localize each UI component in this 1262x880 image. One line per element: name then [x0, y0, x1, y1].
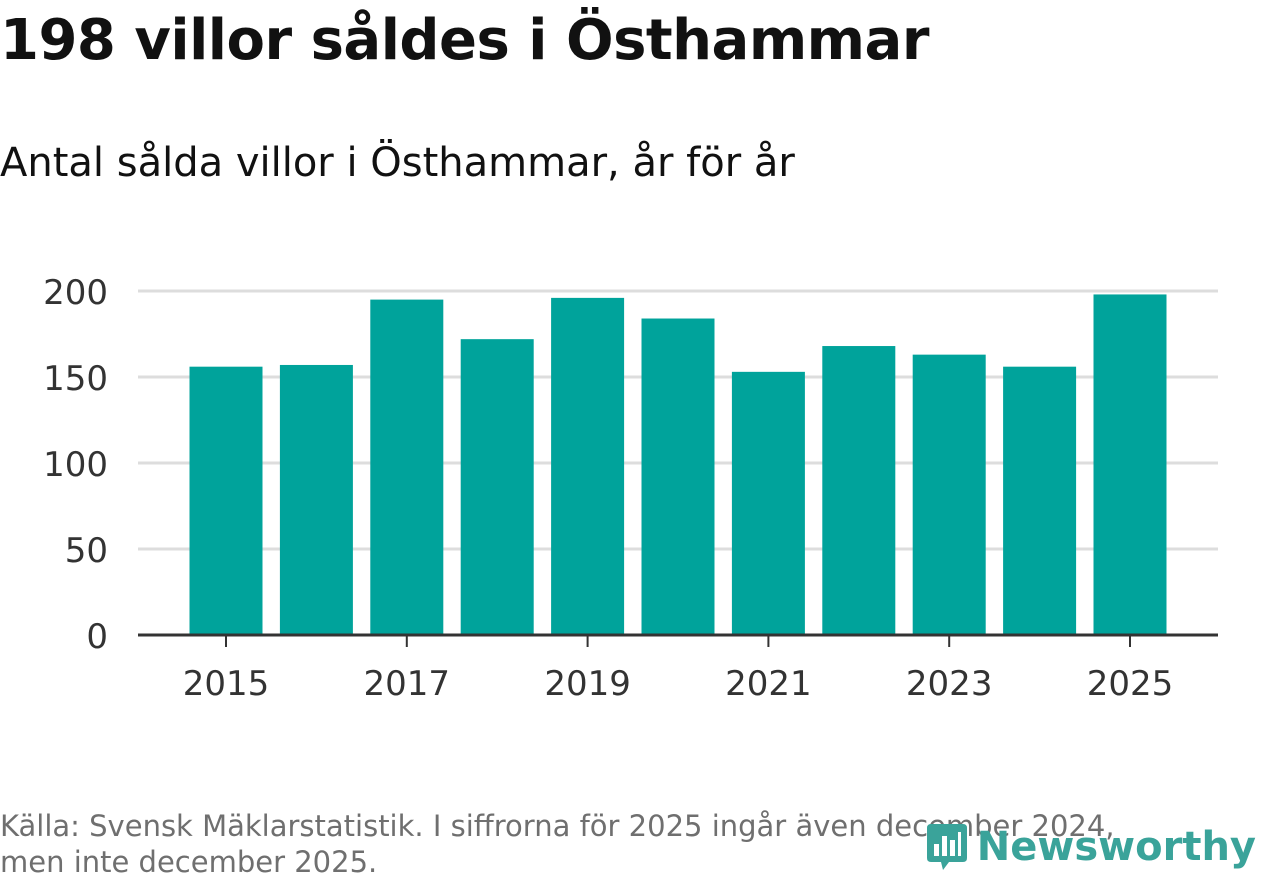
- y-tick-label-200: 200: [43, 273, 108, 313]
- y-tick-labels: 0 50 100 150 200: [43, 273, 108, 657]
- x-tick-label-2015: 2015: [183, 664, 270, 704]
- y-tick-label-0: 0: [86, 617, 108, 657]
- x-tick-label-2017: 2017: [364, 664, 451, 704]
- x-tick-label-2019: 2019: [544, 664, 631, 704]
- bar-2025: [1093, 294, 1167, 635]
- bar-2024: [1003, 366, 1077, 635]
- bar-2018: [460, 339, 534, 635]
- x-tick-label-2023: 2023: [906, 664, 993, 704]
- newsworthy-logo: Newsworthy: [923, 822, 1256, 872]
- chart-title: 198 villor såldes i Östhammar: [0, 8, 929, 73]
- y-tick-label-100: 100: [43, 445, 108, 485]
- bar-2020: [641, 318, 715, 635]
- source-note-line-2: men inte december 2025.: [0, 845, 378, 879]
- x-tick-label-2021: 2021: [725, 664, 812, 704]
- bar-2016: [279, 364, 353, 635]
- bar-2015: [189, 366, 263, 635]
- x-tick-label-2025: 2025: [1087, 664, 1174, 704]
- x-tick-labels: 2015 2017 2019 2021 2023 2025: [183, 664, 1174, 704]
- newsworthy-logo-icon: [923, 822, 971, 872]
- bar-2022: [822, 346, 896, 635]
- chart-subtitle: Antal sålda villor i Östhammar, år för å…: [0, 140, 795, 186]
- y-tick-label-150: 150: [43, 359, 108, 399]
- x-axis: [138, 633, 1218, 647]
- bar-2021: [731, 371, 805, 635]
- bar-2019: [551, 297, 625, 635]
- bar-2017: [370, 299, 444, 635]
- y-tick-label-50: 50: [65, 531, 108, 571]
- bars: [189, 294, 1167, 635]
- newsworthy-logo-text: Newsworthy: [976, 824, 1256, 870]
- bar-2023: [912, 354, 986, 635]
